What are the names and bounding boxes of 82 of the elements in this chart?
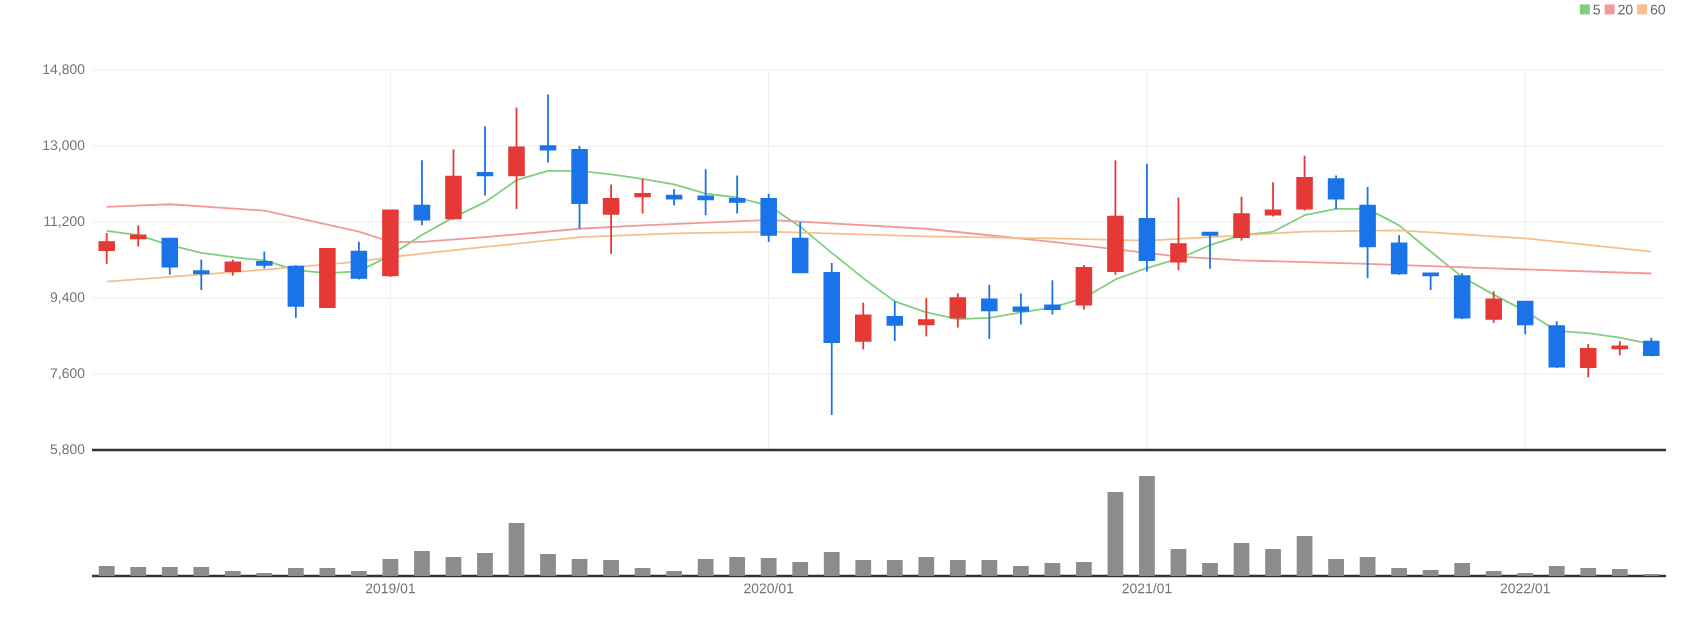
bar [823, 552, 840, 576]
bar [1422, 570, 1439, 576]
candlestick [886, 300, 904, 342]
bar [130, 567, 147, 576]
candlestick [445, 148, 462, 221]
candlestick [193, 258, 210, 291]
bar [477, 553, 493, 576]
bar [1611, 569, 1628, 576]
bar [603, 560, 619, 576]
bar [1328, 559, 1344, 576]
candlestick [539, 93, 557, 164]
bar [1454, 563, 1471, 576]
candlestick [1264, 181, 1282, 218]
bar [729, 557, 746, 576]
candlestick [1233, 195, 1250, 242]
bar [1359, 557, 1376, 576]
candlestick [854, 301, 872, 351]
bar [1548, 566, 1565, 576]
candlestick [1296, 154, 1313, 212]
candlestick [634, 178, 651, 215]
bar [1391, 568, 1407, 576]
candlestick [129, 224, 147, 248]
bar [287, 568, 304, 576]
bar [508, 523, 525, 576]
bar [193, 567, 210, 576]
candlestick [760, 192, 777, 243]
candlestick [1485, 290, 1502, 324]
candlestick [602, 183, 620, 255]
candlestick [350, 240, 368, 281]
bar [1296, 536, 1313, 576]
bar [1076, 562, 1092, 576]
candlestick [1579, 343, 1597, 379]
candlestick [287, 264, 305, 319]
candlestick [918, 297, 935, 338]
bar [1265, 549, 1281, 576]
bar [382, 559, 399, 576]
bar [949, 560, 966, 576]
candlestick [949, 292, 967, 329]
bar [319, 568, 336, 576]
bar [1044, 563, 1061, 576]
bar [1139, 476, 1155, 576]
candlestick [1201, 231, 1219, 270]
candlestick [1138, 162, 1156, 273]
candlestick [98, 232, 115, 265]
bar [981, 560, 998, 576]
candlestick [1359, 186, 1376, 280]
bar [792, 562, 809, 576]
bar [445, 557, 462, 576]
candlestick [1170, 196, 1187, 272]
bar [697, 559, 714, 576]
bar [1202, 563, 1218, 576]
bar [1233, 543, 1250, 576]
candlestick [981, 284, 998, 340]
candlestick [508, 106, 525, 210]
candlestick [1075, 264, 1093, 311]
candlestick [1516, 300, 1534, 336]
bar [1170, 549, 1187, 576]
candlestick [1327, 174, 1345, 210]
candlestick [1044, 279, 1061, 316]
bar [571, 559, 588, 576]
bar [918, 557, 935, 576]
bar [634, 568, 651, 576]
candlestick [1390, 234, 1408, 276]
candlestick [728, 174, 746, 215]
bar [1107, 492, 1124, 576]
bar [886, 560, 903, 576]
bar [98, 566, 115, 576]
candlestick [161, 237, 179, 276]
candlestick [413, 159, 431, 227]
candlestick [1422, 272, 1439, 291]
candlestick [1453, 272, 1471, 321]
bar [540, 554, 556, 576]
bar [414, 551, 430, 576]
bar [855, 560, 872, 576]
bar [760, 558, 777, 576]
bar [1580, 568, 1597, 576]
candlestick [476, 125, 494, 197]
candlestick [1548, 320, 1565, 369]
bar [161, 567, 178, 576]
bar [1012, 566, 1029, 576]
candlestick [1012, 292, 1030, 326]
candlestick [791, 221, 809, 274]
